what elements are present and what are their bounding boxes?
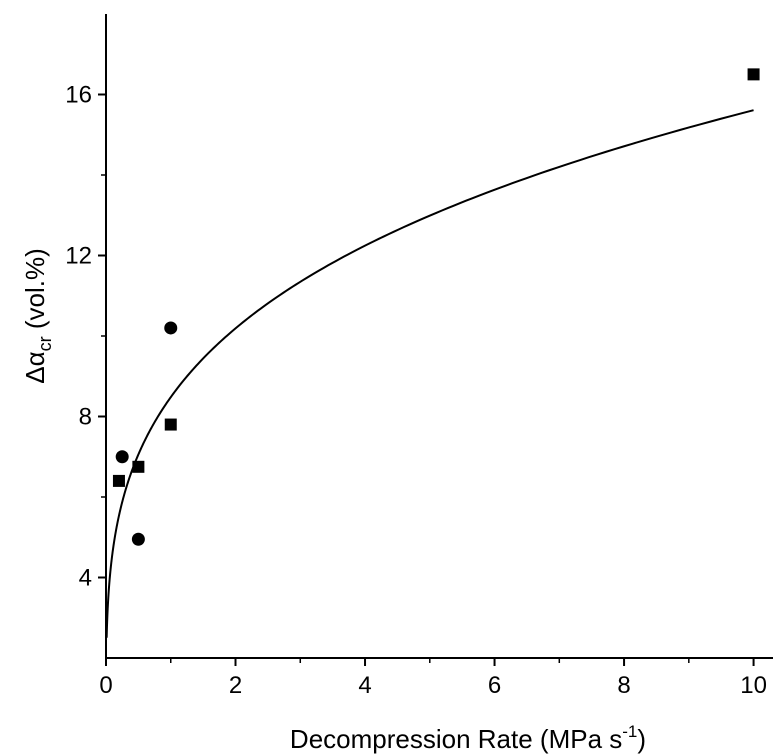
fit-curve (105, 109, 754, 638)
data-point-square (164, 418, 177, 431)
data-point-circle (115, 450, 129, 464)
fit-layer (105, 109, 754, 638)
data-point-circle (164, 321, 178, 335)
x-tick-label: 4 (358, 672, 371, 699)
data-point-square (112, 474, 125, 487)
x-tick-label: 6 (488, 672, 501, 699)
ticks-layer: 0 2 4 6 8 10 4 8 12 16 (65, 82, 767, 700)
y-tick-label: 8 (79, 404, 92, 431)
y-axis-title-subscript: cr (35, 336, 55, 351)
points-layer (112, 68, 760, 546)
x-tick-label: 0 (99, 672, 112, 699)
y-tick-label: 16 (65, 82, 92, 109)
y-axis-title: Δαcr (vol.%) (20, 248, 55, 384)
x-tick-label: 2 (229, 672, 242, 699)
data-point-square (747, 68, 760, 81)
data-point-square (132, 460, 145, 473)
y-tick-label: 4 (79, 565, 92, 592)
axes (105, 14, 773, 659)
x-axis-title-superscript: -1 (622, 722, 637, 741)
x-axis-title: Decompression Rate (MPa s-1) (290, 722, 646, 754)
x-tick-label: 10 (740, 672, 767, 699)
data-point-circle (131, 532, 145, 546)
x-tick-label: 8 (617, 672, 630, 699)
y-tick-label: 12 (65, 243, 92, 270)
